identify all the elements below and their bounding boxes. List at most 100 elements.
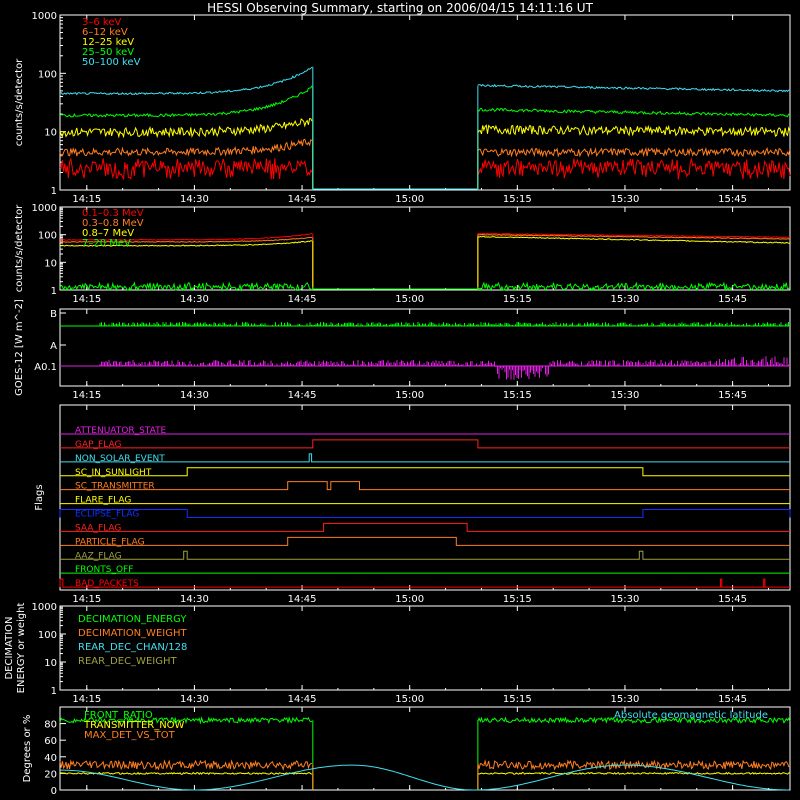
y-tick-label: 0 (51, 786, 57, 797)
flag-line-bad_packets (59, 578, 790, 588)
legend-entry: MAX_DET_VS_TOT (84, 730, 176, 741)
series-line-band-2 (59, 118, 313, 139)
flag-label: PARTICLE_FLAG (75, 537, 145, 547)
y-tick-label: 10 (44, 658, 57, 669)
legend-entry: TRANSMITTER_NOW (83, 720, 185, 731)
x-tick-label: 14:15 (72, 694, 101, 705)
latitude-curve (60, 764, 789, 791)
plot-frame (59, 404, 791, 591)
series-line-band-1 (477, 146, 791, 158)
y-tick-label: 1000 (32, 203, 57, 214)
x-tick-label: 15:00 (395, 594, 424, 605)
y-tick-label: 20 (44, 769, 57, 780)
y-tick-label: A0.1 (34, 362, 57, 373)
x-tick-label: 14:30 (180, 694, 209, 705)
flag-line-eclipse_flag (59, 509, 791, 518)
flag-label: SAA_FLAG (75, 523, 121, 533)
legend-entry: 3–6 keV (82, 17, 121, 28)
goes-low-noise (99, 356, 789, 380)
series-line-band-1 (477, 233, 791, 240)
y-axis-label: GOES-12 [W m^-2] (14, 299, 25, 396)
plot-frame (59, 605, 791, 691)
panel-flags: 14:15 14:30 14:45 15:00 15:15 15:30 15:45 ATTEN… (34, 404, 791, 605)
series-line-band-1 (59, 138, 313, 157)
legend-entry: REAR_DEC_CHAN/128 (78, 642, 187, 653)
x-tick-label: 14:45 (288, 694, 317, 705)
ratio-line-2 (59, 759, 313, 771)
series-line-band-4 (477, 83, 791, 93)
flag-label: BAD_PACKETS (75, 579, 139, 589)
series-line-band-0 (59, 157, 313, 180)
y-tick-label: 100 (38, 231, 57, 242)
y-tick-label: 80 (44, 720, 57, 731)
panel-ratios: 0 20 40 60 80 FRONT_RATIOTRANSMITTER_NOWMAX_D… (22, 706, 791, 797)
x-tick-label: 15:00 (395, 390, 424, 401)
legend-entry: 25–50 keV (82, 47, 134, 58)
flag-label: FRONTS_OFF (75, 565, 133, 575)
x-tick-label: 15:15 (503, 294, 532, 305)
y-axis-label: counts/s/detector (14, 204, 25, 292)
x-tick-label: 15:45 (718, 194, 747, 205)
x-tick-label: 15:00 (395, 294, 424, 305)
flag-label: GAP_FLAG (75, 440, 121, 450)
x-tick-label: 15:00 (395, 694, 424, 705)
series-line-band-3 (59, 85, 313, 118)
y-tick-label: 10 (44, 258, 57, 269)
y-axis-label: Degrees or % (22, 715, 33, 783)
series-line-band-0 (59, 232, 313, 241)
ratio-line-0 (477, 716, 791, 724)
flag-label: ECLIPSE_FLAG (75, 510, 139, 520)
legend-entry: 0.3–0.8 MeV (82, 218, 144, 229)
x-tick-label: 15:15 (503, 194, 532, 205)
panel-hessi-rates: 14:15 14:30 14:45 15:00 15:15 15:30 15:45 1 10 10… (14, 11, 791, 205)
flag-line-aaz_flag (60, 550, 790, 560)
ratio-line-1 (477, 771, 791, 775)
x-tick-label: 15:15 (503, 390, 532, 401)
plot-frame (59, 206, 791, 291)
y-tick-label: 1000 (32, 602, 57, 613)
flag-label: SC_IN_SUNLIGHT (75, 468, 152, 478)
plot-frame (59, 14, 791, 191)
x-tick-label: 14:30 (180, 390, 209, 401)
y-axis-label: DECIMATION (4, 616, 15, 679)
legend-entry: REAR_DEC_WEIGHT (78, 656, 177, 667)
series-line-band-1 (59, 236, 313, 243)
x-tick-label: 14:45 (288, 390, 317, 401)
ratio-line-2 (477, 759, 791, 771)
y-axis-label: Flags (34, 484, 45, 510)
y-tick-label: 1 (51, 186, 57, 197)
plot-frame (59, 308, 791, 387)
y-tick-label: A (50, 341, 57, 352)
x-tick-label: 14:15 (72, 594, 101, 605)
legend-entry: FRONT_RATIO (84, 710, 153, 721)
x-tick-label: 15:45 (718, 294, 747, 305)
x-tick-label: 14:15 (72, 294, 101, 305)
flag-line-gap_flag (60, 439, 790, 449)
y-tick-label: 10 (44, 128, 57, 139)
ratio-line-0 (59, 716, 313, 725)
plot-frame (59, 706, 791, 791)
y-axis-label: ENERGY or weight (16, 603, 27, 694)
y-tick-label: 100 (38, 69, 57, 80)
legend-entry: DECIMATION_ENERGY (78, 614, 187, 625)
y-tick-label: 1000 (32, 11, 57, 22)
x-tick-label: 15:45 (718, 390, 747, 401)
y-tick-label: 1 (51, 286, 57, 297)
series-line-band-0 (477, 232, 791, 239)
y-axis-label: counts/s/detector (14, 58, 25, 146)
series-line-band-0 (477, 157, 791, 180)
x-tick-label: 15:30 (611, 594, 640, 605)
x-tick-label: 15:30 (611, 194, 640, 205)
y-tick-label: 100 (38, 630, 57, 641)
x-tick-label: 14:45 (288, 194, 317, 205)
legend-entry: 0.8–7 MeV (82, 228, 134, 239)
x-tick-label: 14:15 (72, 194, 101, 205)
x-tick-label: 15:45 (718, 694, 747, 705)
flag-label: AAZ_FLAG (75, 551, 122, 561)
legend-entry: 6–12 keV (82, 27, 128, 38)
y-tick-label: B (50, 309, 57, 320)
x-tick-label: 15:15 (503, 694, 532, 705)
flag-line-sc_in_sunlight (60, 467, 790, 477)
flag-line-non_solar_event (60, 453, 790, 463)
x-tick-label: 15:30 (611, 694, 640, 705)
